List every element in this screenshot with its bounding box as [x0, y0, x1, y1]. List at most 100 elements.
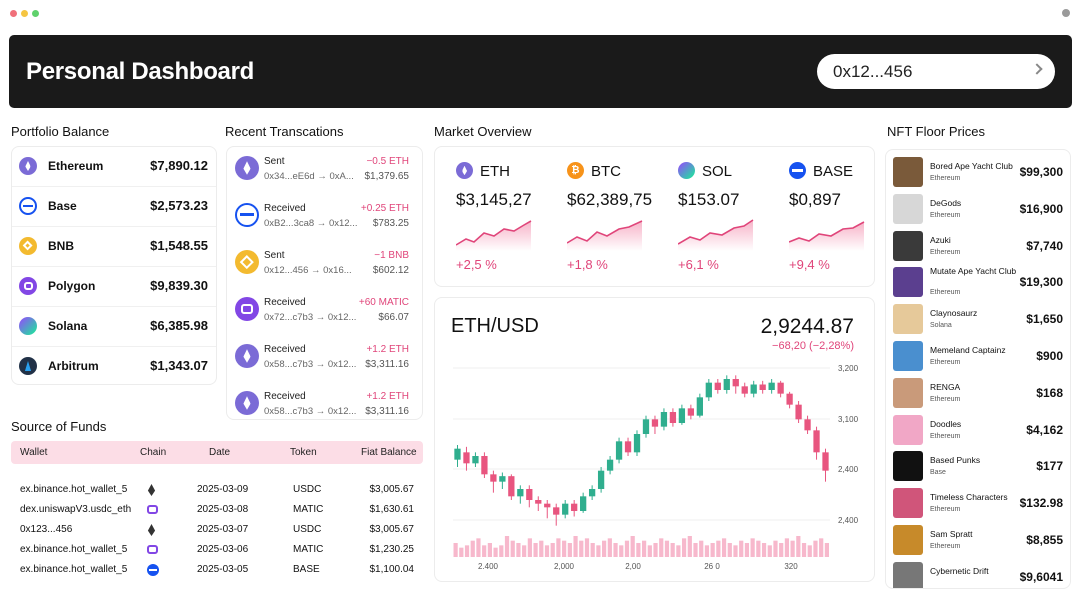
minimize-window-button[interactable] [21, 10, 28, 17]
nft-name: Timeless Characters [930, 492, 1008, 503]
candle-body[interactable] [615, 441, 623, 460]
candle-body[interactable] [624, 441, 632, 453]
nft-row[interactable]: Mutate Ape Yacht Club Ethereum $19,300 [886, 264, 1070, 301]
polygon-icon [19, 277, 37, 295]
portfolio-row[interactable]: Arbitrum $1,343.07 [12, 347, 216, 387]
candle-body[interactable] [499, 476, 506, 482]
candle-body[interactable] [822, 452, 829, 471]
portfolio-row[interactable]: BNB $1,548.55 [12, 227, 216, 267]
nft-floor-price: $132.98 [1019, 496, 1063, 511]
candle-body[interactable] [768, 382, 775, 390]
nft-row[interactable]: Azuki Ethereum $7,740 [886, 228, 1070, 265]
candle-body[interactable] [795, 404, 802, 420]
nft-row[interactable]: Sam Spratt Ethereum $8,855 [886, 522, 1070, 559]
candle-body[interactable] [714, 382, 721, 390]
nft-row[interactable]: Based Punks Base $177 [886, 448, 1070, 485]
sparkline [567, 220, 643, 251]
candle-body[interactable] [481, 456, 488, 475]
candle-body[interactable] [813, 430, 820, 453]
candle-body[interactable] [535, 500, 542, 504]
portfolio-row[interactable]: Polygon $9,839.30 [12, 267, 216, 307]
transaction-row[interactable]: Sent 0x34...eE6d → 0xA... −0.5 ETH $1,379.6… [227, 147, 422, 194]
nft-row[interactable]: Claynosaurz Solana $1,650 [886, 301, 1070, 338]
nft-row[interactable]: RENGA Ethereum $168 [886, 375, 1070, 412]
market-coin-sol[interactable]: SOL $153.07 +6,1 % [678, 147, 788, 287]
market-coin-eth[interactable]: ETH $3,145,27 +2,5 % [456, 147, 566, 287]
date-cell: 2025-03-09 [197, 484, 249, 495]
candle-body[interactable] [732, 379, 739, 387]
table-row[interactable]: 0x123...456 2025-03-07 USDC $3,005.67 [11, 520, 423, 540]
candle-body[interactable] [588, 489, 596, 497]
nft-row[interactable]: Doodles Ethereum $4,162 [886, 412, 1070, 449]
market-coin-btc[interactable]: BTC $62,389,75 +1,8 % [567, 147, 677, 287]
transaction-row[interactable]: Received 0x58...c7b3 → 0x12... +1.2 ETH $3,… [227, 382, 422, 429]
close-window-button[interactable] [10, 10, 17, 17]
candle-body[interactable] [544, 503, 551, 508]
candle-body[interactable] [678, 408, 686, 423]
candle-body[interactable] [571, 503, 578, 511]
candle-body[interactable] [741, 386, 748, 394]
candle-body[interactable] [580, 496, 587, 511]
nft-name: Cybernetic Drift [930, 565, 989, 576]
asset-balance: $7,890.12 [150, 158, 208, 173]
nft-thumbnail [893, 230, 923, 261]
candle-body[interactable] [687, 408, 695, 416]
nft-row[interactable]: Cybernetic Drift $9,6041 [886, 559, 1070, 588]
transaction-row[interactable]: Received 0x72...c7b3 → 0x12... +60 MATIC $6… [227, 288, 422, 335]
candle-body[interactable] [759, 384, 766, 391]
portfolio-row[interactable]: Base $2,573.23 [12, 187, 216, 227]
wallet-selector[interactable]: 0x12...456 [817, 54, 1055, 89]
candle-body[interactable] [526, 489, 533, 500]
candle-body[interactable] [508, 476, 515, 497]
candle-body[interactable] [606, 459, 614, 471]
candle-body[interactable] [562, 503, 569, 515]
nft-name: Azuki [930, 234, 951, 245]
window-menu-dot[interactable] [1062, 9, 1070, 17]
nft-chain: Ethereum [930, 395, 961, 403]
table-row[interactable]: ex.binance.hot_wallet_5 2025-03-06 MATIC $1… [11, 540, 423, 560]
tx-fiat: $66.07 [378, 312, 409, 323]
candle-body[interactable] [669, 412, 677, 423]
candle-body[interactable] [660, 412, 668, 427]
portfolio-row[interactable]: Ethereum $7,890.12 [12, 147, 216, 187]
candle-body[interactable] [786, 393, 793, 405]
candle-body[interactable] [633, 434, 641, 453]
table-row[interactable]: ex.binance.hot_wallet_5 2025-03-09 USDC $3,… [11, 480, 423, 500]
candlestick-chart[interactable]: 3,200 3,100 2,400 2,400 2.400 2,000 2,00 26 0 32… [435, 298, 876, 583]
candle-body[interactable] [642, 419, 650, 434]
market-coin-base[interactable]: BASE $0,897 +9,4 % [789, 147, 899, 287]
volume-bar [756, 540, 761, 557]
candle-body[interactable] [490, 474, 497, 482]
candle-body[interactable] [463, 452, 470, 464]
transaction-row[interactable]: Received 0xB2...3ca8 → 0x12... +0.25 ETH $7… [227, 194, 422, 241]
ethereum-icon [235, 156, 259, 180]
maximize-window-button[interactable] [32, 10, 39, 17]
table-row[interactable]: dex.uniswapV3.usdc_eth 2025-03-08 MATIC $1,… [11, 500, 423, 520]
coin-symbol: SOL [702, 163, 733, 180]
candle-body[interactable] [723, 379, 730, 390]
candle-body[interactable] [705, 382, 712, 398]
transaction-row[interactable]: Received 0x58...c7b3 → 0x12... +1.2 ETH $3,… [227, 335, 422, 382]
candle-body[interactable] [777, 382, 784, 394]
portfolio-row[interactable]: Solana $6,385.98 [12, 307, 216, 347]
candle-body[interactable] [553, 507, 560, 515]
volume-bar [807, 545, 812, 557]
candle-body[interactable] [750, 384, 757, 394]
nft-row[interactable]: Bored Ape Yacht Club Ethereum $99,300 [886, 154, 1070, 191]
candle-body[interactable] [454, 448, 461, 460]
table-row[interactable]: ex.binance.hot_wallet_5 2025-03-05 BASE $1,… [11, 560, 423, 580]
y-tick-label: 3,100 [838, 415, 859, 424]
token-cell: MATIC [293, 504, 324, 515]
nft-row[interactable]: Memeland Captainz Ethereum $900 [886, 338, 1070, 375]
transaction-row[interactable]: Sent 0x12...456 → 0x16... −1 BNB $602.12 [227, 241, 422, 288]
candle-body[interactable] [651, 419, 659, 427]
volume-bar [527, 538, 532, 557]
candle-body[interactable] [804, 419, 811, 431]
candle-body[interactable] [472, 456, 479, 464]
candle-body[interactable] [517, 489, 524, 497]
nft-row[interactable]: Timeless Characters Ethereum $132.98 [886, 485, 1070, 522]
candle-body[interactable] [696, 397, 703, 416]
nft-row[interactable]: DeGods Ethereum $16,900 [886, 191, 1070, 228]
nft-thumbnail [893, 341, 923, 371]
candle-body[interactable] [597, 470, 605, 489]
